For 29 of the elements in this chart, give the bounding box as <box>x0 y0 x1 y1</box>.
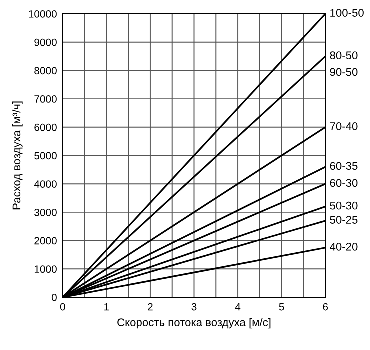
y-tick-label: 9000 <box>34 38 57 46</box>
series-label: 100-50 <box>330 9 364 17</box>
series-label: 70-40 <box>330 122 358 130</box>
x-tick-label: 5 <box>279 303 284 311</box>
x-axis-title: Скорость потока воздуха [м/с] <box>118 318 271 329</box>
y-tick-label: 10000 <box>29 10 57 18</box>
y-tick-label: 7000 <box>34 96 57 103</box>
series-label: 60-30 <box>330 179 358 188</box>
y-tick-label: 6000 <box>34 124 57 132</box>
y-tick-label: 5000 <box>34 152 57 160</box>
x-tick-label: 1 <box>104 303 110 311</box>
x-tick-label: 0 <box>60 303 66 311</box>
x-tick-label: 4 <box>235 303 241 311</box>
y-tick-label: 2000 <box>34 237 57 245</box>
series-label: 50-30 <box>330 202 358 210</box>
y-axis-title: Расход воздуха [м³/ч] <box>12 102 23 210</box>
series-label: 60-35 <box>330 162 358 170</box>
y-tick-label: 1000 <box>34 266 57 274</box>
y-tick-label: 8000 <box>34 67 57 75</box>
annotation: 90-50 <box>330 68 358 76</box>
y-tick-label: 0 <box>52 294 57 302</box>
x-tick-label: 6 <box>323 303 328 311</box>
series-label: 80-50 <box>330 52 358 60</box>
series-label: 40-20 <box>330 243 358 251</box>
y-tick-label: 4000 <box>34 180 57 188</box>
y-tick-label: 3000 <box>34 208 57 216</box>
x-tick-label: 2 <box>148 303 153 311</box>
x-tick-label: 3 <box>192 303 197 311</box>
series-label: 50-25 <box>330 216 358 224</box>
